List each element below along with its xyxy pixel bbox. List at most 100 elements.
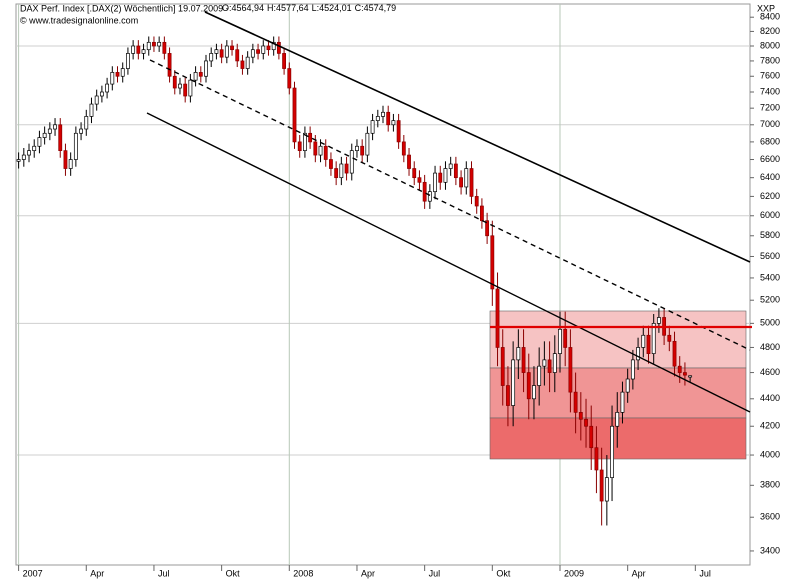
candle-body <box>63 150 68 169</box>
y-tick-label: 7200 <box>760 103 780 113</box>
y-tick-label: 7000 <box>760 119 780 129</box>
candle-body <box>375 116 380 121</box>
candle-body <box>573 391 578 413</box>
candle-body <box>516 347 521 361</box>
candle-body <box>287 68 292 89</box>
lower-channel-line <box>146 112 751 413</box>
candle-body <box>141 49 146 54</box>
candle-body <box>610 425 614 478</box>
candle-body <box>589 425 594 449</box>
ohlc-value: L:4524,01 <box>312 3 352 13</box>
candle-body <box>370 120 375 134</box>
x-tick-label: Jul <box>429 568 441 578</box>
candle-body <box>105 83 110 93</box>
y-tick-label: 3800 <box>760 480 780 490</box>
candle-body <box>209 53 214 62</box>
candle-body <box>214 49 219 54</box>
candle-body <box>417 177 422 183</box>
x-tick-label: 2009 <box>564 568 584 578</box>
candle-body <box>604 477 609 502</box>
y-tick-label: 7600 <box>760 71 780 81</box>
candle-body <box>651 323 656 354</box>
candle-body <box>401 141 406 156</box>
candle-body <box>542 359 547 367</box>
candle-body <box>167 53 172 77</box>
candle-body <box>537 365 542 386</box>
candle-body <box>157 41 162 47</box>
candle-body <box>245 56 250 69</box>
y-tick-label: 5600 <box>760 251 780 261</box>
candle-body <box>204 60 208 77</box>
candle-body <box>568 347 573 393</box>
candle-body <box>193 72 198 81</box>
candle-body <box>552 353 557 373</box>
candle-body <box>115 72 120 77</box>
candle-body <box>485 220 490 237</box>
candle-body <box>21 154 26 160</box>
candle-body <box>318 145 323 156</box>
x-tick-label: 2008 <box>293 568 313 578</box>
y-tick-label: 6000 <box>760 210 780 220</box>
candle-body <box>448 163 453 169</box>
candle-body <box>391 120 396 126</box>
y-tick-label: 4200 <box>760 421 780 431</box>
candle-body <box>53 124 57 130</box>
candle-body <box>558 328 562 354</box>
candle-body <box>386 111 391 126</box>
candle-body <box>131 45 136 54</box>
candle-body <box>521 347 526 373</box>
ohlc-values: O:4564,94 H:4577,64 L:4524,01 C:4574,79 <box>222 3 396 13</box>
candle-body <box>599 469 604 502</box>
candle-body <box>136 45 141 54</box>
candles <box>16 36 693 526</box>
candle-body <box>27 150 31 156</box>
candle-body <box>152 41 156 47</box>
y-tick-label: 6400 <box>760 172 780 182</box>
candle-body <box>630 359 635 380</box>
trendlines <box>146 11 752 413</box>
candle-body <box>73 132 78 160</box>
candle-body <box>469 168 474 197</box>
candle-body <box>172 75 177 89</box>
zones <box>489 310 747 460</box>
candle-body <box>506 385 510 406</box>
candle-body <box>276 41 281 54</box>
candle-body <box>360 145 365 156</box>
candle-body <box>464 168 469 188</box>
candle-body <box>79 128 83 134</box>
candle-body <box>443 168 448 183</box>
candle-body <box>178 83 182 89</box>
x-tick-label: Apr <box>90 568 104 578</box>
y-tick-label: 5200 <box>760 295 780 305</box>
candle-body <box>511 359 516 406</box>
candle-body <box>84 116 89 130</box>
axis-label: XXP <box>757 3 775 13</box>
y-tick-label: 4600 <box>760 367 780 377</box>
candle-body <box>303 132 307 151</box>
candle-body <box>183 83 188 97</box>
candle-body <box>641 334 646 348</box>
candle-body <box>235 49 240 62</box>
candle-body <box>334 168 339 179</box>
candle-body <box>297 141 302 151</box>
zone-middle <box>489 367 747 419</box>
candle-body <box>495 288 500 348</box>
candle-body <box>578 412 583 420</box>
candle-body <box>365 132 370 156</box>
candle-body <box>500 347 505 386</box>
candle-body <box>240 60 245 69</box>
candle-body <box>438 172 443 183</box>
candle-body <box>120 68 125 77</box>
y-tick-label: 3600 <box>760 512 780 522</box>
y-tick-label: 3400 <box>760 545 780 555</box>
candle-body <box>355 145 359 151</box>
candle-body <box>126 53 130 69</box>
candle-body <box>683 372 687 376</box>
candle-body <box>563 328 568 348</box>
candle-body <box>37 137 42 147</box>
candle-body <box>636 347 640 361</box>
candle-body <box>261 45 266 54</box>
x-tick-label: Apr <box>361 568 375 578</box>
candle-body <box>308 132 313 143</box>
